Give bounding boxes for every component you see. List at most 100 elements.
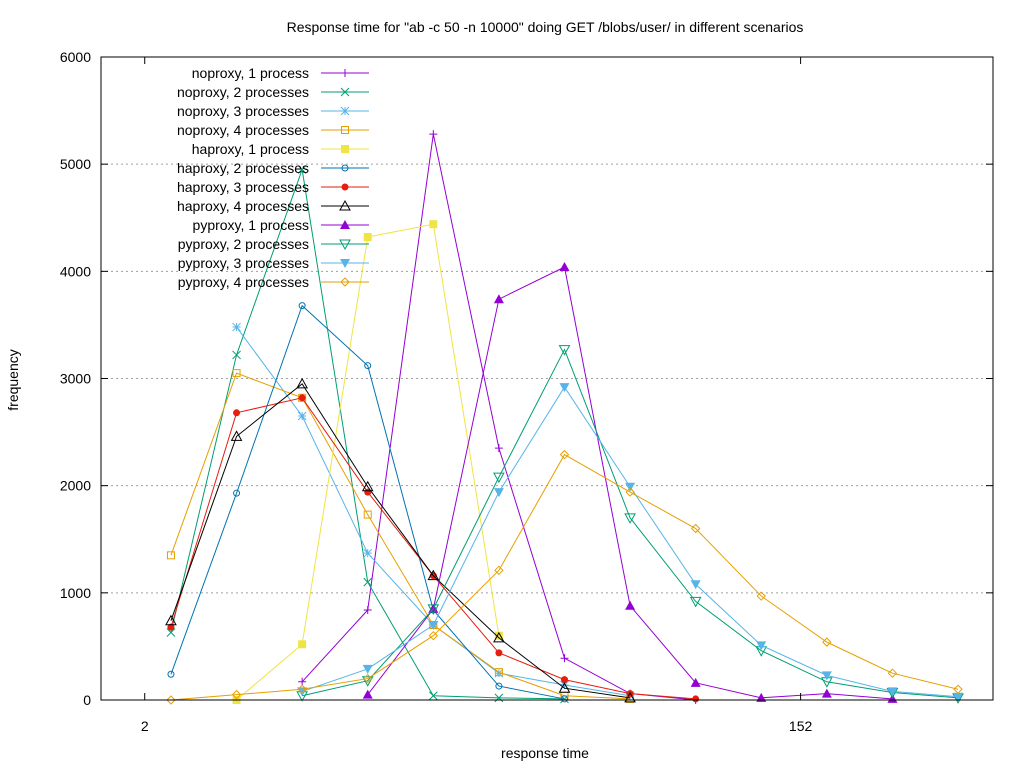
data-point <box>232 322 241 332</box>
series-line <box>302 348 959 699</box>
legend-marker <box>340 87 350 97</box>
data-point <box>166 628 176 637</box>
legend-marker <box>340 106 350 116</box>
data-point <box>495 682 503 690</box>
data-point <box>298 302 306 310</box>
data-point <box>363 233 372 242</box>
legend-marker <box>341 183 349 191</box>
legend-entry-6: haproxy, 2 processes <box>177 160 369 176</box>
data-point <box>363 605 372 614</box>
data-point <box>690 580 701 590</box>
series-line <box>170 372 631 700</box>
legend-label: pyproxy, 1 process <box>193 217 309 233</box>
data-point <box>887 687 898 697</box>
y-tick-label: 3000 <box>60 371 91 387</box>
series-9 <box>362 262 898 703</box>
y-tick-label: 2000 <box>60 478 91 494</box>
data-point <box>429 130 438 139</box>
data-point <box>297 411 307 421</box>
x-tick-label: 152 <box>789 718 813 734</box>
data-point <box>363 673 373 684</box>
series-layer <box>165 130 964 705</box>
data-point <box>887 668 898 678</box>
data-point <box>560 676 568 684</box>
legend: noproxy, 1 process noproxy, 2 processes no… <box>177 65 369 290</box>
data-point <box>559 262 570 272</box>
data-point <box>690 523 701 534</box>
series-line <box>170 383 631 699</box>
legend-entry-4: noproxy, 4 processes <box>177 122 369 138</box>
chart-title: Response time for "ab -c 50 -n 10000" do… <box>287 19 804 35</box>
data-point <box>362 689 373 699</box>
series-5 <box>232 220 503 704</box>
legend-marker <box>341 126 349 134</box>
data-point <box>428 691 438 701</box>
legend-marker <box>341 164 349 172</box>
legend-entry-7: haproxy, 3 processes <box>177 179 369 195</box>
legend-marker <box>340 259 350 268</box>
data-point <box>429 220 438 229</box>
data-point <box>232 350 241 360</box>
data-point <box>495 649 503 657</box>
data-point <box>624 691 636 703</box>
y-tick-label: 1000 <box>60 585 91 601</box>
legend-entry-5: haproxy, 1 process <box>192 141 369 157</box>
data-point <box>428 630 439 641</box>
series-line <box>301 134 696 701</box>
data-point <box>689 596 702 608</box>
legend-label: haproxy, 3 processes <box>177 179 309 195</box>
data-point <box>493 472 505 484</box>
data-point <box>363 510 372 519</box>
data-point <box>166 695 176 705</box>
y-tick-label: 4000 <box>60 263 91 279</box>
data-point <box>230 430 243 441</box>
legend-entry-12: pyproxy, 4 processes <box>178 274 369 290</box>
legend-label: pyproxy, 2 processes <box>178 236 309 252</box>
data-point <box>822 637 832 647</box>
data-point <box>363 577 373 587</box>
data-point <box>494 693 504 703</box>
y-tick-label: 6000 <box>60 49 91 65</box>
legend-entry-11: pyproxy, 3 processes <box>178 255 369 271</box>
data-point <box>624 513 636 524</box>
legend-label: haproxy, 2 processes <box>177 160 309 176</box>
data-point <box>494 565 504 576</box>
series-1 <box>298 130 700 704</box>
legend-label: pyproxy, 3 processes <box>178 255 309 271</box>
legend-label: pyproxy, 4 processes <box>178 274 309 290</box>
legend-label: noproxy, 4 processes <box>177 122 309 138</box>
data-point <box>493 488 504 498</box>
data-point <box>821 671 832 681</box>
data-point <box>296 377 308 389</box>
data-point <box>363 548 373 558</box>
legend-label: noproxy, 1 process <box>192 65 309 81</box>
data-point <box>493 294 504 304</box>
data-point <box>165 614 177 626</box>
data-point <box>166 551 175 560</box>
data-point <box>560 680 569 690</box>
data-point <box>232 369 241 378</box>
legend-marker <box>340 277 350 287</box>
data-point <box>233 489 241 497</box>
data-point <box>298 677 307 686</box>
data-point <box>558 345 571 356</box>
x-axis-label: response time <box>501 745 589 761</box>
data-point <box>494 444 503 453</box>
axes: 0 1000 2000 3000 4000 5000 6000 2 152 <box>60 49 994 734</box>
legend-entry-2: noproxy, 2 processes <box>177 84 369 100</box>
data-point <box>558 682 571 693</box>
series-8 <box>165 377 636 703</box>
x-tick-label: 2 <box>141 718 149 734</box>
series-6 <box>167 302 568 703</box>
data-point <box>559 449 570 460</box>
data-point <box>231 689 242 700</box>
legend-marker <box>339 239 351 251</box>
data-point <box>756 641 767 651</box>
data-point <box>559 383 570 393</box>
series-line <box>170 304 565 700</box>
legend-entry-10: pyproxy, 2 processes <box>178 236 369 252</box>
series-11 <box>297 383 964 702</box>
legend-marker <box>341 145 349 153</box>
data-point <box>821 688 832 698</box>
